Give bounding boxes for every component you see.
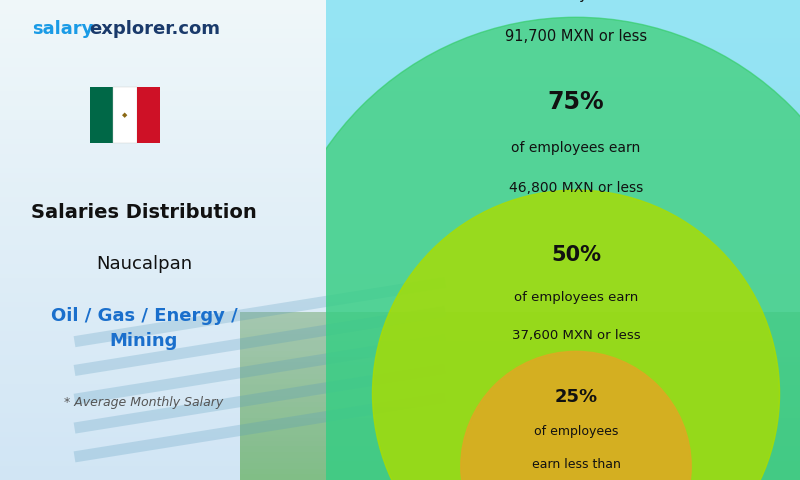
Circle shape <box>461 351 691 480</box>
Text: Naucalpan: Naucalpan <box>96 255 192 273</box>
Text: ◆: ◆ <box>122 112 127 118</box>
FancyBboxPatch shape <box>137 87 160 143</box>
Text: 50%: 50% <box>551 245 601 265</box>
Text: salary: salary <box>32 20 94 38</box>
Text: 37,600 MXN or less: 37,600 MXN or less <box>512 329 640 343</box>
Text: of employees earn: of employees earn <box>514 291 638 304</box>
Text: of employees: of employees <box>534 425 618 439</box>
Circle shape <box>273 17 800 480</box>
Text: Oil / Gas / Energy /
Mining: Oil / Gas / Energy / Mining <box>50 307 238 350</box>
Text: 75%: 75% <box>548 90 604 114</box>
Circle shape <box>173 0 800 480</box>
Text: * Average Monthly Salary: * Average Monthly Salary <box>64 396 224 409</box>
Text: earn less than: earn less than <box>531 458 621 471</box>
Text: Salaries Distribution: Salaries Distribution <box>31 203 257 222</box>
FancyBboxPatch shape <box>113 87 137 143</box>
Text: 91,700 MXN or less: 91,700 MXN or less <box>505 29 647 44</box>
Circle shape <box>373 190 779 480</box>
Text: Almost everyone earns: Almost everyone earns <box>491 0 661 2</box>
Text: 46,800 MXN or less: 46,800 MXN or less <box>509 181 643 195</box>
FancyBboxPatch shape <box>90 87 113 143</box>
Text: of employees earn: of employees earn <box>511 141 641 155</box>
Text: explorer.com: explorer.com <box>90 20 221 38</box>
Text: 25%: 25% <box>554 388 598 407</box>
